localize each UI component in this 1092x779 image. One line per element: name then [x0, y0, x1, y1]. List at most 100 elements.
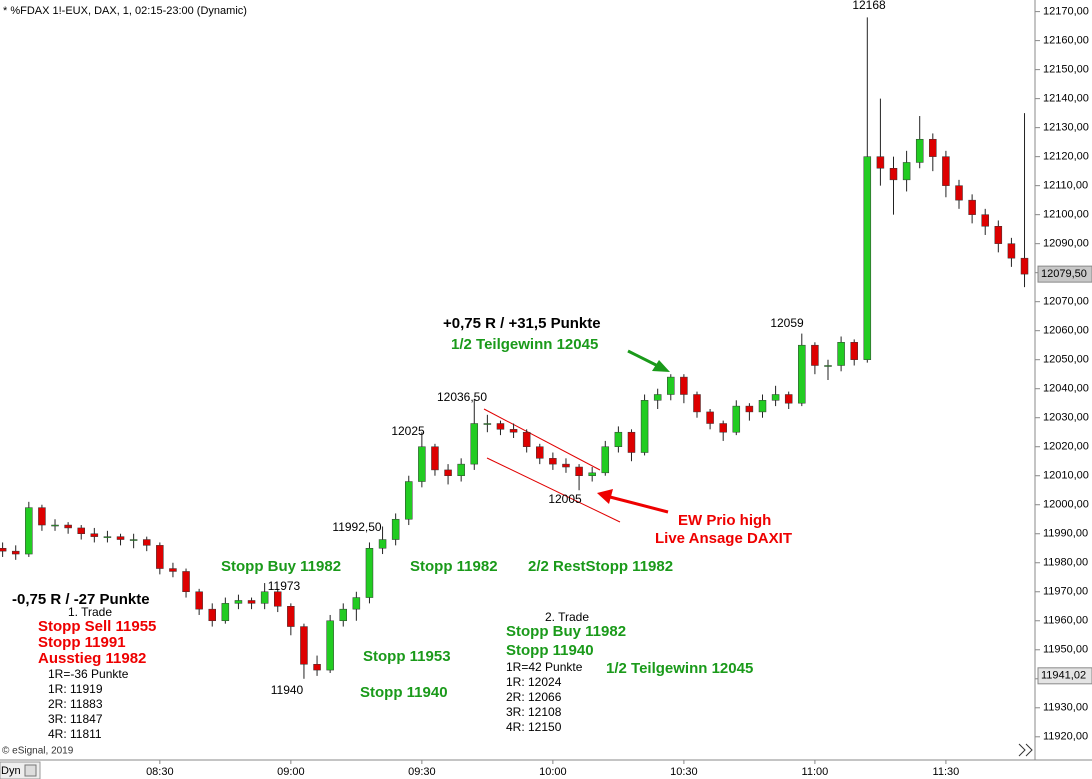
annotation: 1R: 12024: [506, 675, 562, 689]
red-arrow-head: [597, 489, 613, 504]
y-tick-label: 11930,00: [1043, 702, 1088, 714]
candle-body: [693, 394, 701, 413]
annotation: Stopp 11991: [38, 634, 126, 651]
candle-body: [208, 608, 216, 622]
candle-body: [444, 469, 452, 476]
x-tick-label: 10:00: [539, 766, 567, 778]
price-label: 12005: [548, 492, 582, 506]
x-tick-label: 10:30: [670, 766, 698, 778]
annotation: 4R: 12150: [506, 720, 562, 734]
y-tick-label: 12160,00: [1043, 35, 1089, 47]
candle-body: [562, 463, 570, 468]
y-tick-label: 12040,00: [1043, 383, 1089, 395]
annotation: EW Prio high: [678, 512, 771, 529]
candle-body: [64, 524, 72, 529]
y-tick-label: 12030,00: [1043, 412, 1089, 424]
mode-icon[interactable]: [24, 764, 37, 777]
candle-body: [981, 214, 989, 227]
candle-body: [11, 550, 20, 555]
y-tick-label: 12130,00: [1043, 122, 1089, 134]
y-tick-label: 12150,00: [1043, 64, 1089, 76]
channel-upper: [483, 408, 601, 471]
candle-body: [129, 539, 138, 541]
candle-body: [915, 138, 924, 163]
candle-body: [313, 664, 321, 671]
candle-body: [25, 507, 33, 555]
x-tick-label: 11:30: [933, 766, 960, 778]
annotation: Stopp 11982: [410, 558, 498, 575]
mode-label[interactable]: Dyn: [1, 765, 21, 777]
annotation: Ausstieg 11982: [38, 650, 146, 667]
y-tick-label: 12110,00: [1043, 180, 1088, 192]
candle-body: [169, 568, 177, 572]
candle-body: [771, 394, 780, 401]
candle-body: [889, 167, 898, 181]
price-label: 12168: [852, 0, 886, 12]
candle-body: [509, 429, 518, 433]
candle-body: [627, 431, 636, 453]
candle-body: [483, 423, 492, 425]
annotation: 2. Trade: [545, 610, 589, 624]
annotation: Stopp Sell 11955: [38, 618, 156, 635]
candle-body: [260, 591, 269, 604]
candle-body: [745, 405, 754, 413]
channel: [483, 408, 621, 523]
candle-body: [968, 199, 976, 215]
candle-body: [234, 600, 243, 604]
price-marker-label: 11941,02: [1041, 670, 1086, 682]
y-tick-label: 11920,00: [1043, 731, 1088, 743]
candle-body: [418, 446, 426, 482]
candle-body: [667, 376, 675, 395]
candle-body: [156, 545, 164, 569]
scroll-arrows[interactable]: [1018, 743, 1033, 757]
scroll-icon[interactable]: [1018, 743, 1033, 757]
y-tick-label: 12090,00: [1043, 238, 1089, 250]
annotation: 2R: 11883: [48, 697, 103, 711]
candle-body: [221, 603, 230, 622]
x-tick-label: 08:30: [146, 766, 174, 778]
candle-body: [863, 156, 872, 360]
candle-body: [601, 446, 610, 474]
price-label: 12059: [770, 316, 804, 330]
annotation: Stopp 11953: [363, 648, 451, 665]
annotation: 1. Trade: [68, 605, 112, 619]
candle-body: [706, 411, 714, 424]
candle-body: [994, 226, 1003, 244]
candle-body: [536, 446, 544, 459]
candle-body: [955, 185, 963, 201]
candle-body: [824, 365, 832, 367]
candle-body: [811, 344, 819, 366]
candle-body: [496, 423, 505, 430]
candle-body: [942, 156, 950, 186]
candle-body: [247, 600, 256, 604]
y-tick-label: 12000,00: [1043, 499, 1089, 511]
y-tick-label: 12140,00: [1043, 93, 1089, 105]
candle-body: [431, 446, 439, 471]
candle-body: [90, 533, 99, 537]
annotation: 3R: 11847: [48, 712, 103, 726]
y-tick-label: 12060,00: [1043, 325, 1089, 337]
annotation: Stopp 11940: [506, 642, 594, 659]
y-tick-label: 12100,00: [1043, 209, 1089, 221]
green-arrow-shaft: [627, 349, 659, 368]
annotation: Stopp Buy 11982: [221, 558, 341, 575]
annotation: Stopp 11940: [360, 684, 448, 701]
price-label: 11992,50: [332, 520, 381, 534]
y-tick-label: 11970,00: [1043, 586, 1088, 598]
candle-body: [680, 376, 688, 395]
candle-body: [798, 344, 806, 404]
source: © eSignal, 2019: [2, 746, 74, 757]
candle-body: [352, 597, 361, 610]
candle-body: [391, 518, 400, 540]
candle-body: [38, 507, 46, 526]
candle-body: [77, 527, 85, 534]
candle-body: [837, 342, 845, 366]
candle-body: [365, 547, 374, 598]
candle-body: [575, 466, 583, 476]
y-tick-label: 12050,00: [1043, 354, 1089, 366]
arrows: [597, 349, 670, 514]
annotation: 3R: 12108: [506, 705, 562, 719]
candle-body: [339, 608, 348, 622]
channel-lower: [486, 457, 621, 523]
